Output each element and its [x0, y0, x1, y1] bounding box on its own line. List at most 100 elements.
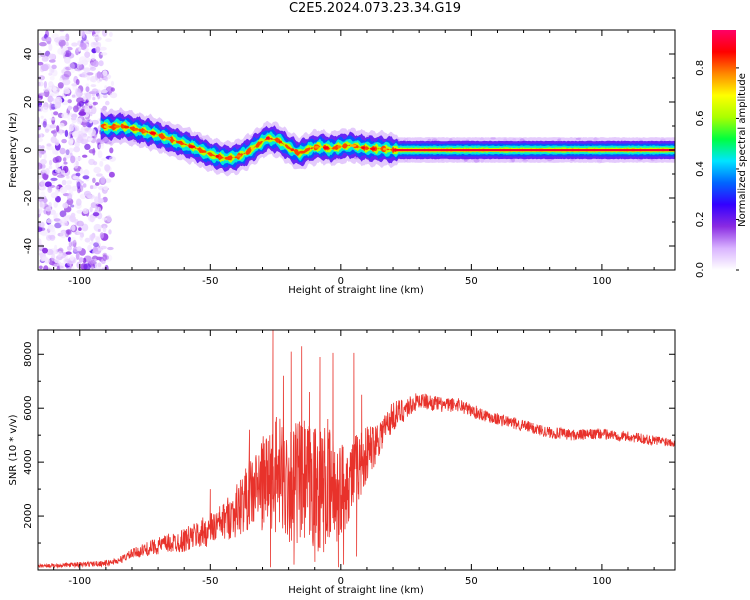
- spectrogram-noise-cell: [97, 206, 102, 214]
- spectrogram-noise-cell: [110, 80, 115, 87]
- spectrogram-ridge-band: [100, 121, 675, 163]
- spectrogram-noise-cell: [82, 183, 87, 188]
- spectrogram-noise-cell: [57, 174, 65, 178]
- spectrogram-noise-cell: [46, 143, 52, 147]
- spectrogram-noise-cell: [41, 56, 49, 62]
- spectrogram-noise-cell: [57, 232, 64, 237]
- spectrogram-noise-cell: [97, 229, 101, 232]
- spectrogram-noise-cell: [61, 179, 67, 186]
- spectrogram-noise-cell: [84, 237, 91, 243]
- spectrogram-peak-cell: [199, 150, 207, 153]
- spectrogram-peak-cell: [349, 144, 357, 148]
- spectrogram-noise-cell: [67, 260, 72, 266]
- spectrogram-noise-cell: [68, 62, 75, 70]
- spectrogram-noise-cell: [81, 119, 90, 123]
- spectrogram-noise-cell: [40, 163, 46, 170]
- spectrogram-noise-cell: [46, 234, 52, 241]
- spectrogram-y-tick-label: -40: [23, 238, 34, 254]
- spectrogram-noise-cell: [61, 69, 65, 74]
- spectrogram-peak-cell: [337, 145, 342, 149]
- spectrogram-noise-cell: [78, 227, 82, 232]
- spectrogram-noise-cell: [92, 41, 99, 46]
- spectrogram-noise-cell: [76, 181, 81, 190]
- spectrogram-noise-cell: [66, 180, 73, 185]
- spectrogram-noise-cell: [87, 214, 96, 223]
- colorbar-tick-label: 0.2: [695, 212, 706, 228]
- spectrogram-noise-cell: [52, 148, 56, 155]
- spectrogram-noise-cell: [64, 129, 69, 137]
- spectrogram-peak-cell: [370, 147, 376, 151]
- spectrogram-peak-cell: [142, 129, 147, 133]
- spectrogram-noise-cell: [62, 78, 71, 86]
- spectrogram-noise-cell: [73, 146, 81, 153]
- spectrogram-noise-cell: [96, 173, 103, 177]
- spectrogram-noise-cell: [69, 62, 78, 69]
- spectrogram-noise-cell: [42, 247, 48, 254]
- spectrogram-noise-cell: [97, 142, 101, 150]
- spectrogram-noise-cell: [88, 137, 93, 141]
- spectrogram-noise-cell: [99, 46, 107, 51]
- spectrogram-noise-cell: [45, 50, 51, 57]
- spectrogram-noise-cell: [72, 131, 79, 138]
- spectrogram-noise-cell: [84, 105, 90, 113]
- spectrogram-noise-cell: [51, 90, 59, 97]
- spectrogram-noise-cell: [75, 79, 80, 85]
- spectrogram-noise-cell: [38, 108, 41, 112]
- spectrogram-noise-cell: [51, 33, 59, 39]
- spectrogram-noise-cell: [100, 89, 108, 94]
- spectrogram-noise-cell: [65, 66, 72, 71]
- spectrogram-noise-cell: [101, 157, 108, 161]
- spectrogram-noise-cell: [73, 105, 79, 113]
- spectrogram-noise-cell: [76, 136, 84, 143]
- spectrogram-y-axis: -40 -20 0 20 40: [23, 48, 675, 254]
- spectrogram-noise-cell: [42, 173, 49, 181]
- spectrogram-ridge-layer: [100, 107, 675, 177]
- spectrogram-noise-cell: [76, 97, 84, 104]
- spectrogram-noise-cell: [51, 180, 56, 184]
- spectrogram-noise-cell: [55, 195, 61, 203]
- spectrogram-noise-cell: [47, 223, 53, 232]
- spectrogram-noise-cell: [38, 208, 43, 214]
- spectrogram-noise-cell: [97, 192, 101, 200]
- spectrogram-peak-cell: [165, 137, 172, 140]
- spectrogram-noise-cell: [63, 70, 72, 78]
- spectrogram-peak-cell: [224, 156, 229, 160]
- spectrogram-noise-cell: [49, 234, 56, 241]
- spectrogram-noise-cell: [96, 256, 102, 261]
- spectrogram-noise-cell: [96, 30, 100, 35]
- spectrogram-noise-cell: [81, 71, 88, 78]
- snr-y-tick-label: 2000: [23, 503, 34, 528]
- spectrogram-peak-cell: [290, 148, 295, 152]
- colorbar: 0.0 0.2 0.4 0.6 0.8 Normalized spectral ampl…: [695, 30, 748, 278]
- spectrogram-noise-cell: [97, 150, 103, 159]
- spectrogram-noise-cell: [59, 147, 66, 155]
- spectrogram-noise-cell: [62, 92, 66, 98]
- colorbar-label: Normalized spectral amplitude: [737, 73, 748, 227]
- spectrogram-noise-cell: [87, 101, 93, 107]
- spectrogram-noise-cell: [46, 218, 53, 224]
- spectrogram-noise-cell: [101, 267, 105, 270]
- spectrogram-noise-cell: [70, 241, 76, 247]
- spectrogram-noise-cell: [41, 145, 45, 149]
- snr-series-line: [38, 330, 675, 569]
- spectrogram-noise-cell: [54, 141, 59, 146]
- snr-x-axis: -100 -50 0 50 100: [53, 330, 655, 587]
- spectrogram-noise-cell: [89, 206, 93, 213]
- spectrogram-noise-cell: [49, 159, 53, 166]
- spectrogram-peak-cell: [314, 145, 319, 149]
- spectrogram-peak-cell: [383, 147, 387, 151]
- spectrogram-peak-cell: [114, 125, 121, 128]
- spectrogram-carrier-line: [393, 149, 675, 152]
- spectrogram-noise-cell: [66, 175, 70, 179]
- spectrogram-noise-cell: [65, 41, 69, 47]
- spectrogram-noise-cell: [59, 30, 65, 33]
- spectrogram-noise-cell: [70, 204, 75, 208]
- spectrogram-noise-cell: [91, 88, 99, 95]
- spectrogram-noise-cell: [76, 246, 82, 252]
- snr-x-tick-label: 0: [338, 576, 344, 587]
- spectrogram-noise-cell: [61, 138, 67, 144]
- spectrogram-noise-cell: [79, 168, 84, 175]
- spectrogram-noise-cell: [43, 81, 48, 89]
- spectrogram-noise-cell: [104, 164, 111, 172]
- spectrogram-noise-cell: [45, 168, 50, 175]
